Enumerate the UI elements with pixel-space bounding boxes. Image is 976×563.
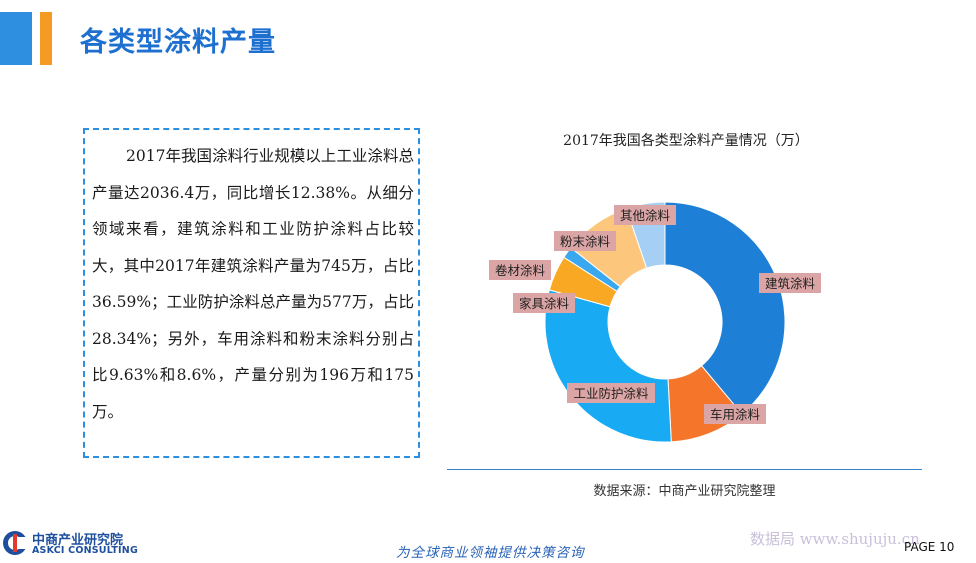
source-divider xyxy=(447,469,922,470)
slice-label-text: 工业防护涂料 xyxy=(573,386,649,401)
logo-english-name: ASKCI CONSULTING xyxy=(32,545,138,556)
watermark: 数据局 www.shujuju.cn xyxy=(750,530,920,548)
donut-slice xyxy=(664,201,786,415)
summary-paragraph: 2017年我国涂料行业规模以上工业涂料总产量达2036.4万，同比增长12.38… xyxy=(92,138,414,430)
paragraph-line: 粉末涂料分别占比9.63%和8.6%，产 xyxy=(92,329,414,385)
slice-label-background xyxy=(704,404,766,424)
slice-label-text: 建筑涂料 xyxy=(765,276,816,291)
paragraph-line: 36.59%；工业防护涂料总产量为577 xyxy=(92,293,352,311)
source-note: 数据来源：中商产业研究院整理 xyxy=(593,484,776,499)
slice-label: 车用涂料 xyxy=(704,404,766,424)
paragraph-line: 2017年我国涂料行业规模以上工 xyxy=(126,147,352,165)
paragraph-line: 业涂料总产量达2036.4万，同比增长 xyxy=(92,147,414,202)
paragraph-line: 和工业防护涂料占比较大，其中2017 xyxy=(92,220,414,275)
slice-label-background xyxy=(759,273,821,293)
slice-label-text: 车用涂料 xyxy=(710,407,761,422)
slice-label-background xyxy=(614,205,676,225)
slice-label: 其他涂料 xyxy=(614,205,676,225)
paragraph-line: 量分别为196万和175万。 xyxy=(92,366,414,421)
slice-label-text: 其他涂料 xyxy=(620,208,671,223)
footer-slogan: 为全球商业领袖提供决策咨询 xyxy=(396,545,585,561)
slice-label-background xyxy=(567,383,655,403)
paragraph-line: 年建筑涂料产量为745万，占比 xyxy=(194,256,414,275)
slice-label-background xyxy=(554,231,616,251)
slice-label-text: 粉末涂料 xyxy=(560,234,611,249)
slice-label-background xyxy=(513,293,575,313)
accent-bar-orange xyxy=(40,12,52,65)
page-number: PAGE 10 xyxy=(904,540,955,554)
chart-title: 2017年我国各类型涂料产量情况（万） xyxy=(563,133,809,149)
slice-label-text: 卷材涂料 xyxy=(495,263,546,278)
text-box-border xyxy=(83,128,420,458)
logo-chinese-name: 中商产业研究院 xyxy=(32,533,124,548)
slice-label-background xyxy=(489,260,551,280)
slice-label: 建筑涂料 xyxy=(759,273,821,293)
slice-label: 家具涂料 xyxy=(513,293,575,313)
company-logo: 中商产业研究院 ASKCI CONSULTING xyxy=(2,528,142,560)
slice-label: 卷材涂料 xyxy=(489,260,551,280)
slice-label: 粉末涂料 xyxy=(554,231,616,251)
logo-mark-icon xyxy=(3,531,27,555)
paragraph-line: 12.38%。从细分领域来看，建筑涂料 xyxy=(92,183,414,239)
paragraph-line: 万，占比28.34%；另外，车用涂料和 xyxy=(92,293,414,348)
slice-label: 工业防护涂料 xyxy=(567,383,655,403)
accent-bar-blue xyxy=(0,12,32,65)
page-title: 各类型涂料产量 xyxy=(80,27,276,58)
slice-label-text: 家具涂料 xyxy=(519,296,570,311)
